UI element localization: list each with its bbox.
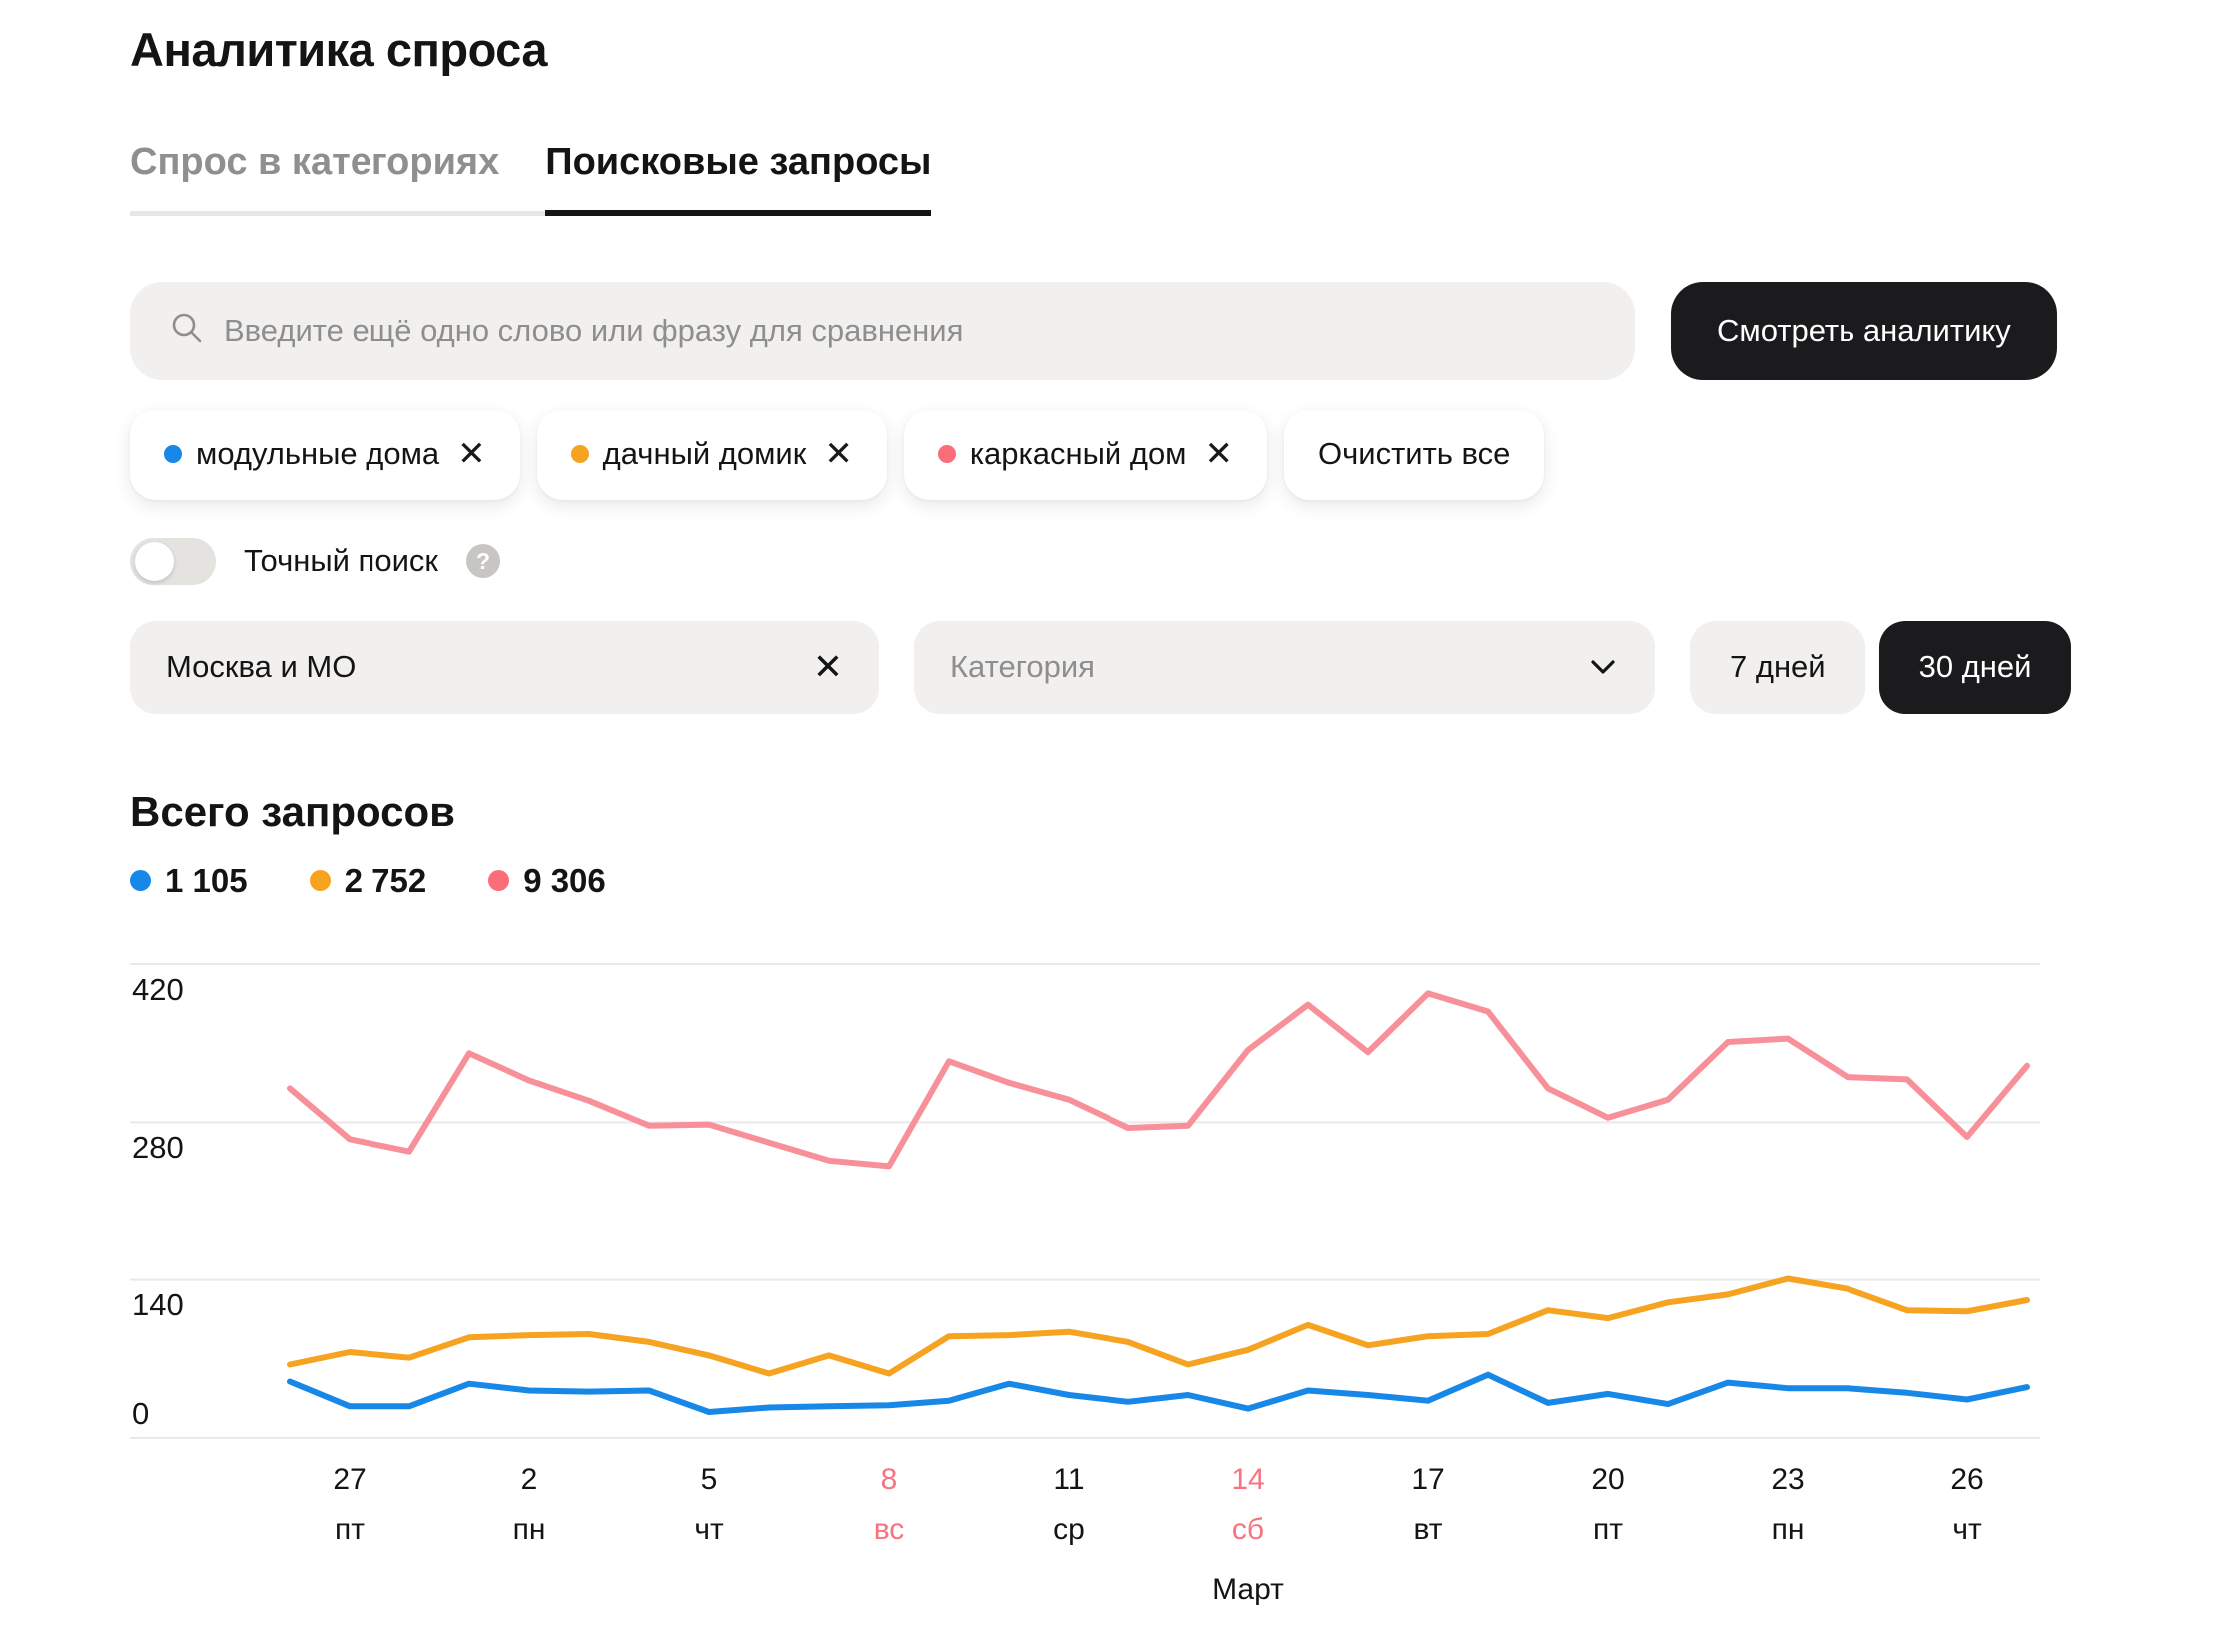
legend-item: 1 105 — [130, 862, 248, 900]
tick-weekday: пт — [335, 1512, 365, 1546]
remove-query-icon[interactable]: ✕ — [457, 435, 486, 473]
tick-day-number: 14 — [1231, 1462, 1265, 1496]
search-row: Смотреть аналитику — [130, 281, 2220, 380]
page: Аналитика спроса Спрос в категориях Поис… — [130, 23, 2220, 1607]
query-chip[interactable]: дачный домик ✕ — [536, 409, 887, 500]
search-icon — [170, 311, 204, 350]
series-line-дачный-домик — [287, 1275, 2030, 1376]
tick-weekday: ср — [1053, 1512, 1085, 1546]
x-axis-tick-label: 20 пт — [1548, 1463, 1668, 1547]
tick-day-number: 20 — [1591, 1462, 1625, 1496]
y-axis-tick-label: 420 — [132, 971, 184, 1007]
region-select[interactable]: Москва и МО ✕ — [130, 620, 879, 714]
period-30-days-button[interactable]: 30 дней — [1878, 620, 2072, 714]
tick-day-number: 5 — [700, 1462, 718, 1496]
toggle-knob — [135, 541, 174, 581]
tab-bar: Спрос в категориях Поисковые запросы — [130, 141, 932, 216]
chevron-down-icon — [1587, 649, 1619, 685]
legend-item: 2 752 — [309, 861, 427, 900]
query-chip-label: дачный домик — [602, 436, 807, 471]
tick-day-number: 17 — [1411, 1462, 1445, 1496]
x-axis-tick-label: 23 пн — [1728, 1463, 1848, 1547]
chart-legend: 1 105 2 752 9 306 — [130, 862, 2220, 900]
category-select[interactable]: Категория — [914, 620, 1655, 714]
legend-total-value: 1 105 — [165, 861, 248, 899]
series-line-каркасный-дом — [287, 989, 2030, 1169]
tick-day-number: 8 — [880, 1462, 898, 1496]
query-chip[interactable]: каркасный дом ✕ — [903, 409, 1267, 500]
tab-demand-in-categories[interactable]: Спрос в категориях — [130, 141, 500, 183]
x-axis-tick-label: 5 чт — [649, 1463, 769, 1547]
tick-weekday: сб — [1231, 1512, 1265, 1546]
y-axis-tick-label: 0 — [132, 1395, 150, 1431]
month-label: Март — [1212, 1572, 1284, 1606]
query-chips-row: модульные дома ✕ дачный домик ✕ каркасный до… — [130, 409, 2220, 500]
clear-all-button[interactable]: Очистить все — [1284, 409, 1545, 500]
exact-search-label: Точный поиск — [244, 543, 438, 578]
totals-heading: Всего запросов — [130, 787, 455, 835]
filters-row: Москва и МО ✕ Категория 7 дней 30 дней — [130, 620, 2220, 714]
tick-day-number: 26 — [1950, 1462, 1984, 1496]
tick-weekday: чт — [694, 1512, 724, 1546]
tick-weekday: пт — [1593, 1512, 1623, 1546]
legend-item: 9 306 — [488, 862, 606, 900]
tick-weekday: чт — [1952, 1512, 1982, 1546]
period-7-days-button[interactable]: 7 дней — [1690, 620, 1865, 714]
y-axis-tick-label: 280 — [132, 1129, 184, 1165]
tick-day-number: 23 — [1771, 1462, 1805, 1496]
x-axis-tick-label: 17 вт — [1368, 1463, 1488, 1547]
legend-color-dot — [488, 870, 510, 891]
category-placeholder: Категория — [950, 649, 1095, 684]
remove-query-icon[interactable]: ✕ — [824, 435, 853, 473]
exact-search-toggle[interactable] — [130, 537, 216, 585]
series-color-dot — [937, 445, 956, 463]
x-axis-tick-label: 27 пт — [290, 1463, 409, 1547]
help-icon[interactable]: ? — [465, 544, 500, 578]
query-chip-label: модульные дома — [196, 436, 440, 471]
exact-search-row: Точный поиск ? — [130, 537, 2220, 585]
query-chip[interactable]: модульные дома ✕ — [130, 409, 520, 500]
legend-color-dot — [309, 870, 331, 891]
line-chart: 0 140 280 420 27 пт 2 пн 5 чт 8 вс 11 ср 14 сб 17 вт 20 пт 2… — [130, 946, 2040, 1607]
series-line-модульные-дома — [287, 1371, 2030, 1415]
tick-day-number: 2 — [520, 1462, 538, 1496]
tick-weekday: вс — [873, 1512, 905, 1546]
region-value: Москва и МО — [166, 649, 357, 684]
search-field[interactable] — [130, 281, 1635, 380]
view-analytics-button[interactable]: Смотреть аналитику — [1671, 281, 2057, 380]
x-axis-tick-label: 14 сб — [1188, 1463, 1308, 1547]
series-color-dot — [164, 445, 182, 463]
x-axis-tick-label: 8 вс — [829, 1463, 949, 1547]
search-input[interactable] — [224, 312, 1595, 349]
series-color-dot — [570, 445, 589, 463]
page-title: Аналитика спроса — [130, 23, 548, 76]
legend-total-value: 9 306 — [523, 861, 606, 899]
chart-svg — [130, 962, 2040, 1439]
query-chip-label: каркасный дом — [969, 436, 1187, 471]
remove-query-icon[interactable]: ✕ — [1204, 435, 1234, 473]
y-axis-tick-label: 140 — [132, 1287, 184, 1323]
tick-day-number: 27 — [333, 1462, 367, 1496]
tick-weekday: пн — [1771, 1512, 1805, 1546]
clear-region-icon[interactable]: ✕ — [812, 646, 843, 687]
tab-search-queries[interactable]: Поисковые запросы — [545, 141, 932, 216]
x-axis-tick-label: 26 чт — [1907, 1463, 2027, 1547]
x-axis-tick-label: 11 ср — [1009, 1463, 1128, 1547]
x-axis-tick-label: 2 пн — [469, 1463, 589, 1547]
legend-color-dot — [130, 870, 151, 891]
tick-weekday: пн — [512, 1512, 546, 1546]
legend-total-value: 2 752 — [344, 861, 427, 899]
tick-weekday: вт — [1413, 1512, 1443, 1546]
tick-day-number: 11 — [1053, 1462, 1085, 1496]
